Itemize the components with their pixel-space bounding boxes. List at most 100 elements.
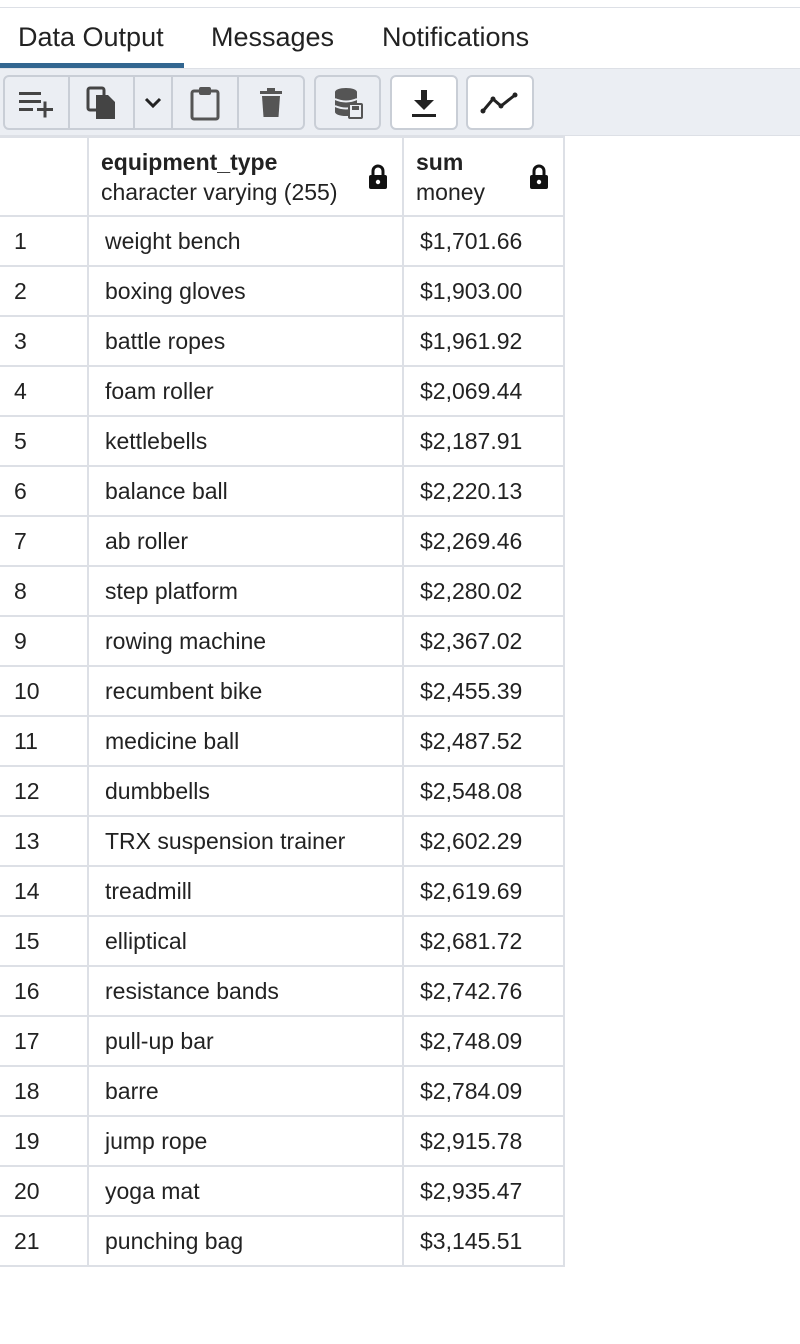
row-number-cell[interactable]: 10: [0, 665, 89, 717]
sum-cell[interactable]: $2,915.78: [402, 1115, 565, 1167]
sum-cell[interactable]: $2,269.46: [402, 515, 565, 567]
row-number-cell[interactable]: 18: [0, 1065, 89, 1117]
row-number-cell[interactable]: 9: [0, 615, 89, 667]
sum-cell[interactable]: $2,455.39: [402, 665, 565, 717]
sum-cell[interactable]: $2,069.44: [402, 365, 565, 417]
row-number-cell[interactable]: 3: [0, 315, 89, 367]
equipment-type-cell[interactable]: punching bag: [87, 1215, 404, 1267]
table-row[interactable]: 16 resistance bands $2,742.76: [0, 965, 565, 1017]
row-number-cell[interactable]: 5: [0, 415, 89, 467]
table-row[interactable]: 8 step platform $2,280.02: [0, 565, 565, 617]
copy-options-dropdown[interactable]: [135, 75, 173, 130]
table-row[interactable]: 15 elliptical $2,681.72: [0, 915, 565, 967]
equipment-type-cell[interactable]: treadmill: [87, 865, 404, 917]
row-number-cell[interactable]: 17: [0, 1015, 89, 1067]
download-button[interactable]: [390, 75, 458, 130]
sum-cell[interactable]: $2,619.69: [402, 865, 565, 917]
header-row: equipment_type character varying (255) s…: [0, 136, 565, 217]
add-row-button[interactable]: [3, 75, 70, 130]
table-row[interactable]: 10 recumbent bike $2,455.39: [0, 665, 565, 717]
equipment-type-cell[interactable]: resistance bands: [87, 965, 404, 1017]
row-number-cell[interactable]: 1: [0, 215, 89, 267]
table-row[interactable]: 4 foam roller $2,069.44: [0, 365, 565, 417]
table-row[interactable]: 12 dumbbells $2,548.08: [0, 765, 565, 817]
sum-cell[interactable]: $2,220.13: [402, 465, 565, 517]
sum-cell[interactable]: $2,784.09: [402, 1065, 565, 1117]
table-row[interactable]: 11 medicine ball $2,487.52: [0, 715, 565, 767]
save-data-button[interactable]: [314, 75, 381, 130]
column-header-equipment-type[interactable]: equipment_type character varying (255): [87, 136, 404, 217]
row-number-cell[interactable]: 8: [0, 565, 89, 617]
paste-button[interactable]: [173, 75, 239, 130]
row-number-cell[interactable]: 4: [0, 365, 89, 417]
equipment-type-cell[interactable]: boxing gloves: [87, 265, 404, 317]
row-number-cell[interactable]: 15: [0, 915, 89, 967]
row-number-header[interactable]: [0, 136, 89, 217]
table-row[interactable]: 9 rowing machine $2,367.02: [0, 615, 565, 667]
sum-cell[interactable]: $1,903.00: [402, 265, 565, 317]
row-number-cell[interactable]: 12: [0, 765, 89, 817]
equipment-type-cell[interactable]: rowing machine: [87, 615, 404, 667]
row-number-cell[interactable]: 16: [0, 965, 89, 1017]
sum-cell[interactable]: $2,487.52: [402, 715, 565, 767]
equipment-type-cell[interactable]: kettlebells: [87, 415, 404, 467]
row-number-cell[interactable]: 2: [0, 265, 89, 317]
row-number-cell[interactable]: 19: [0, 1115, 89, 1167]
table-row[interactable]: 14 treadmill $2,619.69: [0, 865, 565, 917]
sum-cell[interactable]: $1,701.66: [402, 215, 565, 267]
lock-icon: [369, 164, 387, 189]
row-number-cell[interactable]: 6: [0, 465, 89, 517]
table-row[interactable]: 2 boxing gloves $1,903.00: [0, 265, 565, 317]
equipment-type-cell[interactable]: ab roller: [87, 515, 404, 567]
equipment-type-cell[interactable]: pull-up bar: [87, 1015, 404, 1067]
sum-cell[interactable]: $2,367.02: [402, 615, 565, 667]
sum-cell[interactable]: $2,935.47: [402, 1165, 565, 1217]
copy-button[interactable]: [70, 75, 135, 130]
table-row[interactable]: 5 kettlebells $2,187.91: [0, 415, 565, 467]
equipment-type-cell[interactable]: step platform: [87, 565, 404, 617]
row-number-cell[interactable]: 11: [0, 715, 89, 767]
table-row[interactable]: 7 ab roller $2,269.46: [0, 515, 565, 567]
equipment-type-cell[interactable]: elliptical: [87, 915, 404, 967]
row-number-cell[interactable]: 14: [0, 865, 89, 917]
sum-cell[interactable]: $2,187.91: [402, 415, 565, 467]
row-number-cell[interactable]: 21: [0, 1215, 89, 1267]
sum-cell[interactable]: $2,602.29: [402, 815, 565, 867]
sum-cell[interactable]: $2,748.09: [402, 1015, 565, 1067]
equipment-type-cell[interactable]: weight bench: [87, 215, 404, 267]
graph-visualiser-button[interactable]: [466, 75, 534, 130]
equipment-type-cell[interactable]: dumbbells: [87, 765, 404, 817]
sum-cell[interactable]: $2,681.72: [402, 915, 565, 967]
equipment-type-cell[interactable]: barre: [87, 1065, 404, 1117]
row-number-cell[interactable]: 13: [0, 815, 89, 867]
sum-cell[interactable]: $1,961.92: [402, 315, 565, 367]
sum-cell[interactable]: $2,742.76: [402, 965, 565, 1017]
tab-data-output[interactable]: Data Output: [0, 8, 184, 68]
table-row[interactable]: 1 weight bench $1,701.66: [0, 215, 565, 267]
row-number-cell[interactable]: 20: [0, 1165, 89, 1217]
equipment-type-cell[interactable]: TRX suspension trainer: [87, 815, 404, 867]
equipment-type-cell[interactable]: foam roller: [87, 365, 404, 417]
table-row[interactable]: 19 jump rope $2,915.78: [0, 1115, 565, 1167]
table-row[interactable]: 18 barre $2,784.09: [0, 1065, 565, 1117]
equipment-type-cell[interactable]: battle ropes: [87, 315, 404, 367]
table-row[interactable]: 20 yoga mat $2,935.47: [0, 1165, 565, 1217]
equipment-type-cell[interactable]: balance ball: [87, 465, 404, 517]
delete-button[interactable]: [239, 75, 305, 130]
sum-cell[interactable]: $3,145.51: [402, 1215, 565, 1267]
tab-notifications[interactable]: Notifications: [382, 22, 530, 52]
table-row[interactable]: 6 balance ball $2,220.13: [0, 465, 565, 517]
tab-messages[interactable]: Messages: [211, 22, 335, 52]
equipment-type-cell[interactable]: medicine ball: [87, 715, 404, 767]
table-row[interactable]: 21 punching bag $3,145.51: [0, 1215, 565, 1267]
equipment-type-cell[interactable]: recumbent bike: [87, 665, 404, 717]
table-row[interactable]: 17 pull-up bar $2,748.09: [0, 1015, 565, 1067]
equipment-type-cell[interactable]: yoga mat: [87, 1165, 404, 1217]
equipment-type-cell[interactable]: jump rope: [87, 1115, 404, 1167]
table-row[interactable]: 13 TRX suspension trainer $2,602.29: [0, 815, 565, 867]
sum-cell[interactable]: $2,548.08: [402, 765, 565, 817]
table-row[interactable]: 3 battle ropes $1,961.92: [0, 315, 565, 367]
column-header-sum[interactable]: sum money: [402, 136, 565, 217]
sum-cell[interactable]: $2,280.02: [402, 565, 565, 617]
row-number-cell[interactable]: 7: [0, 515, 89, 567]
